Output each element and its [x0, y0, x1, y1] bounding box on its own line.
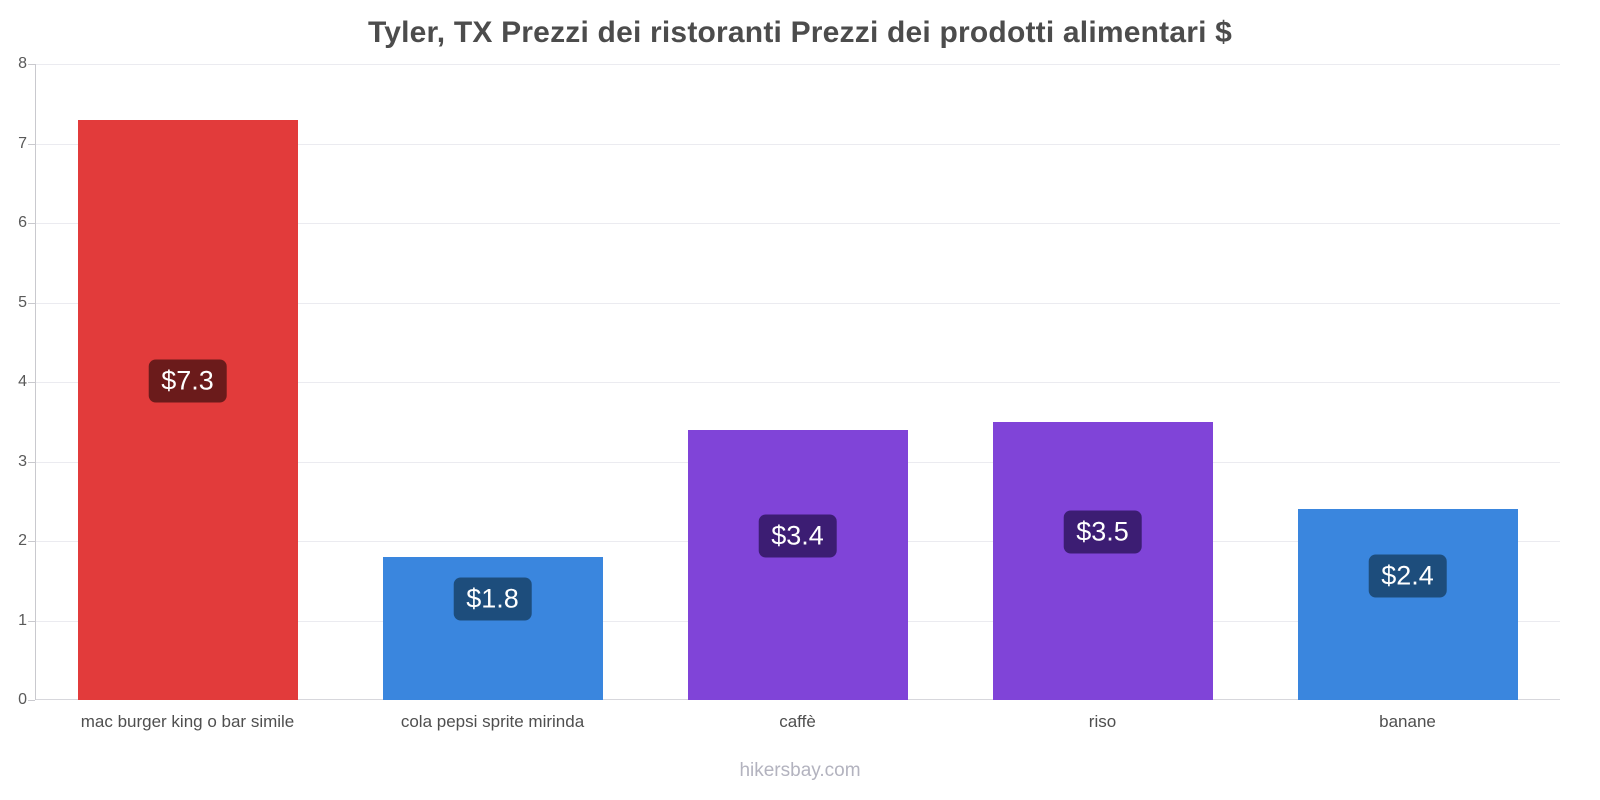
y-axis-tick-label: 3 — [18, 452, 27, 470]
y-axis-tick — [28, 143, 35, 145]
y-axis-tick — [28, 223, 35, 224]
gridline — [35, 382, 1560, 383]
plot-area: 0 1 2 3 4 5 6 7 8 $7.3 mac burger king o bar simil… — [18, 55, 1560, 731]
y-axis-tick-label: 7 — [18, 134, 27, 152]
bar-value-label: $7.3 — [148, 359, 227, 403]
bar: $2.4 — [1297, 509, 1518, 700]
bar-value-label: $2.4 — [1368, 554, 1447, 598]
bar-group: $3.5 riso — [950, 64, 1255, 731]
y-axis-tick-label: 0 — [18, 691, 27, 708]
x-axis-category-label: riso — [1088, 712, 1117, 731]
bar: $3.4 — [687, 429, 908, 700]
y-axis-tick — [28, 541, 35, 542]
y-axis-tick-label: 5 — [18, 293, 27, 311]
x-axis-category-label: cola pepsi sprite mirinda — [400, 712, 585, 731]
bar: $3.5 — [992, 421, 1213, 700]
y-axis-tick — [28, 64, 35, 65]
bar: $1.8 — [382, 556, 603, 700]
bar: $7.3 — [77, 119, 298, 700]
y-axis-tick-label: 4 — [18, 373, 27, 390]
gridline — [35, 64, 1560, 65]
x-axis-category-label: caffè — [779, 712, 816, 731]
y-axis-tick — [28, 700, 35, 701]
bar-value-label: $1.8 — [453, 577, 532, 621]
bar-value-label: $3.4 — [758, 514, 837, 558]
bar-value-label: $3.5 — [1063, 510, 1142, 554]
y-axis-tick-label: 1 — [18, 611, 27, 629]
y-axis-line — [35, 64, 36, 700]
y-axis-tick — [28, 620, 35, 622]
bar-group: $7.3 mac burger king o bar simile — [35, 64, 340, 731]
bar-group: $1.8 cola pepsi sprite mirinda — [340, 64, 645, 731]
x-axis-category-label: banane — [1379, 712, 1436, 731]
y-axis-tick — [28, 302, 35, 304]
y-axis-tick-label: 6 — [18, 214, 27, 231]
bar-group: $3.4 caffè — [645, 64, 950, 731]
y-axis-tick — [28, 461, 35, 463]
y-axis-tick-label: 2 — [18, 532, 27, 549]
bar-group: $2.4 banane — [1255, 64, 1560, 731]
chart-title: Tyler, TX Prezzi dei ristoranti Prezzi d… — [367, 16, 1233, 49]
footer-watermark: hikersbay.com — [739, 760, 861, 781]
x-axis-category-label: mac burger king o bar simile — [80, 712, 295, 731]
gridline — [35, 143, 1560, 145]
y-axis-tick-label: 8 — [18, 55, 27, 72]
y-axis-tick — [28, 382, 35, 383]
gridline — [35, 302, 1560, 304]
gridline — [35, 223, 1560, 224]
